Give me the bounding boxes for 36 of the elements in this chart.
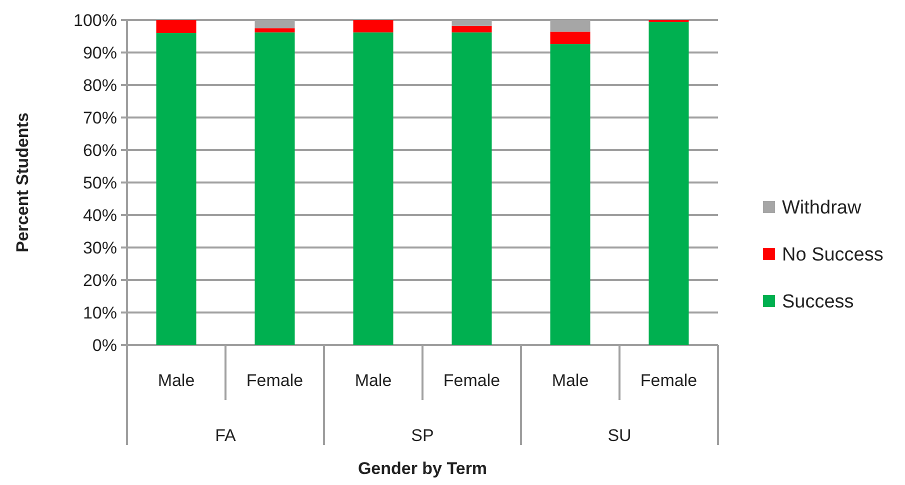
y-tick-label: 50% bbox=[82, 173, 117, 192]
text: SP bbox=[411, 426, 434, 445]
bar bbox=[452, 26, 492, 32]
x-axis-title: Gender by Term bbox=[358, 459, 488, 478]
bar bbox=[156, 33, 196, 345]
text: SU bbox=[608, 426, 632, 445]
y-tick-label: 10% bbox=[82, 303, 117, 322]
x-tick-label: Female bbox=[443, 371, 500, 390]
x-tick-label: Female bbox=[246, 371, 304, 390]
bar bbox=[550, 44, 590, 345]
legend-label: No Success bbox=[782, 244, 884, 266]
legend-label: Withdraw bbox=[782, 198, 862, 219]
y-tick-label: 20% bbox=[82, 270, 117, 290]
legend-label: Success bbox=[782, 292, 854, 313]
y-tick-label: 60% bbox=[82, 140, 117, 160]
bar bbox=[254, 32, 295, 345]
bar bbox=[353, 32, 394, 345]
y-axis-title: Percent Students bbox=[13, 112, 32, 252]
bar bbox=[156, 20, 196, 33]
x-tick-label: Male bbox=[158, 371, 195, 390]
text: FA bbox=[215, 426, 237, 445]
bar bbox=[353, 20, 394, 32]
y-tick-label: 80% bbox=[82, 76, 117, 95]
y-tick-label: 90% bbox=[82, 43, 117, 62]
bar bbox=[254, 28, 295, 32]
x-tick-label: Female bbox=[640, 371, 698, 390]
bar bbox=[550, 32, 590, 44]
y-tick-label: 0% bbox=[92, 336, 117, 355]
y-tick-label: 40% bbox=[82, 206, 117, 225]
x-tick-label: Male bbox=[552, 371, 589, 390]
x-tick-label: Male bbox=[354, 371, 392, 390]
y-tick-label: 100% bbox=[74, 10, 117, 30]
y-tick-label: 70% bbox=[82, 108, 117, 128]
bar bbox=[648, 22, 689, 345]
y-tick-label: 30% bbox=[82, 238, 117, 258]
bar bbox=[452, 32, 492, 345]
